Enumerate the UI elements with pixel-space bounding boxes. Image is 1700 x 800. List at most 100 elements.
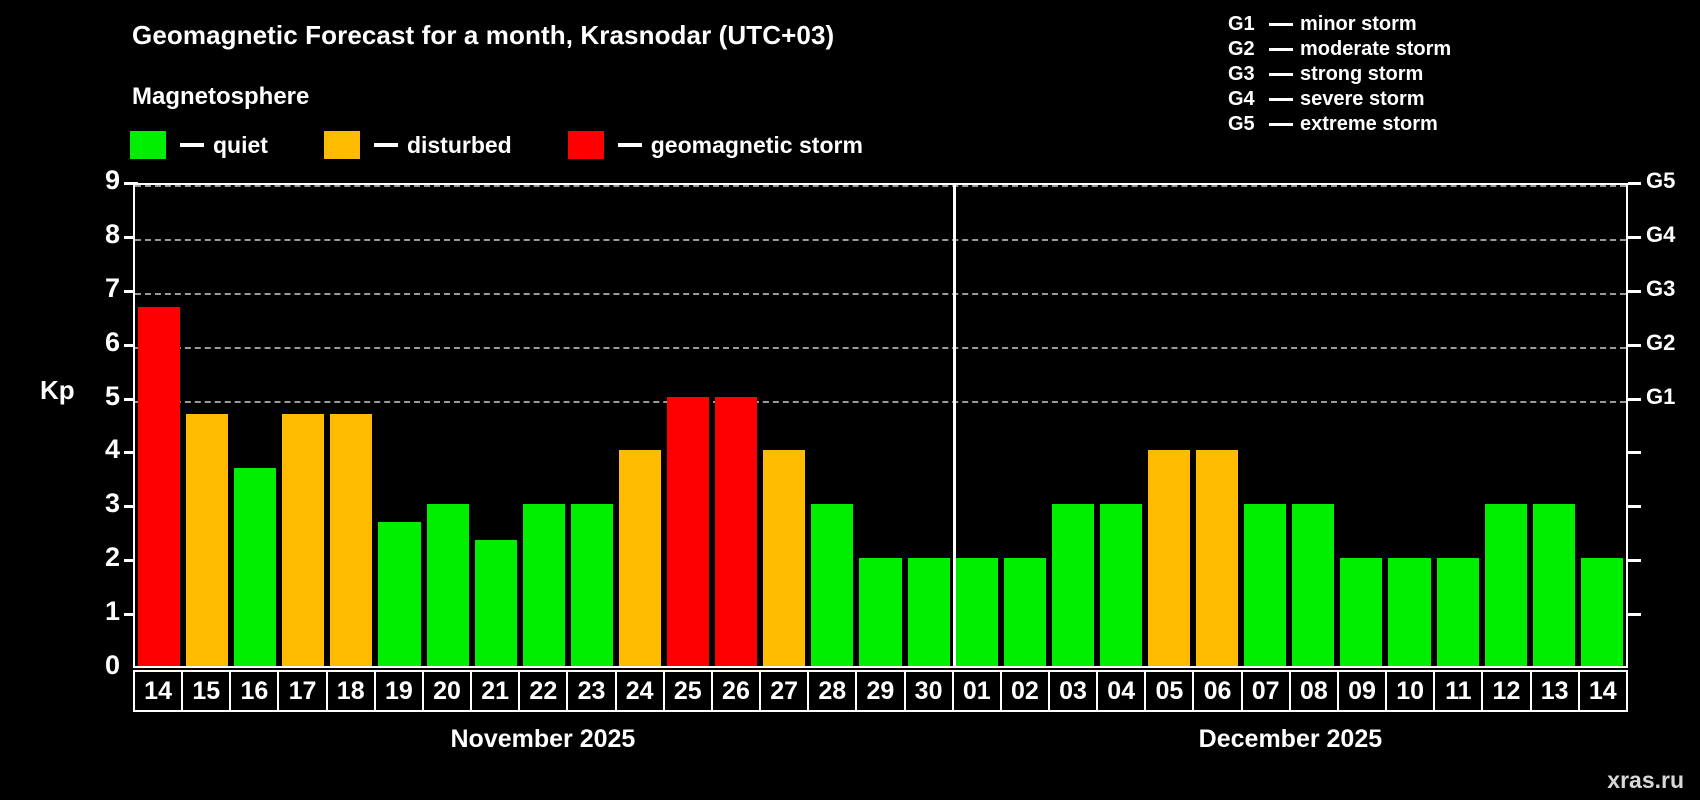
bar[interactable] (138, 306, 181, 666)
gridline-kp-5 (135, 400, 1626, 403)
bar-cell-29[interactable] (856, 185, 904, 666)
day-label-23[interactable]: 23 (566, 670, 617, 712)
day-label-06[interactable]: 06 (1192, 670, 1243, 712)
bar[interactable] (1580, 558, 1623, 666)
bar-cell-14[interactable] (135, 185, 183, 666)
bar[interactable] (1099, 504, 1142, 666)
bar[interactable] (618, 450, 662, 666)
bar-cell-21[interactable] (472, 185, 520, 666)
gridline-kp-9 (135, 185, 1626, 187)
day-label-03[interactable]: 03 (1047, 670, 1099, 712)
bar-cell-28[interactable] (808, 185, 856, 666)
bar-cell-16[interactable] (231, 185, 279, 666)
day-label-08[interactable]: 08 (1288, 670, 1339, 712)
day-label-11[interactable]: 11 (1433, 670, 1484, 712)
bar[interactable] (1340, 558, 1383, 666)
bar-cell-07[interactable] (1241, 185, 1289, 666)
bar-cell-26[interactable] (712, 185, 760, 666)
bar-cell-01[interactable] (953, 185, 1001, 666)
day-label-27[interactable]: 27 (759, 670, 810, 712)
bar-cell-09[interactable] (1337, 185, 1385, 666)
day-label-10[interactable]: 10 (1385, 670, 1436, 712)
bar[interactable] (330, 414, 373, 666)
bar[interactable] (1196, 450, 1239, 666)
day-label-21[interactable]: 21 (470, 670, 521, 712)
bar-cell-08[interactable] (1289, 185, 1337, 666)
day-label-09[interactable]: 09 (1336, 670, 1388, 712)
day-label-30[interactable]: 30 (903, 670, 954, 712)
day-label-19[interactable]: 19 (373, 670, 424, 712)
bar[interactable] (1436, 558, 1479, 666)
day-label-04[interactable]: 04 (1096, 670, 1147, 712)
bar[interactable] (1003, 558, 1046, 666)
bar-cell-10[interactable] (1385, 185, 1433, 666)
day-label-20[interactable]: 20 (421, 670, 473, 712)
g-scale-text: minor storm (1300, 13, 1417, 35)
bar[interactable] (859, 558, 902, 666)
bar-cell-27[interactable] (760, 185, 808, 666)
bar[interactable] (426, 504, 469, 666)
bar[interactable] (1244, 504, 1287, 666)
day-label-14[interactable]: 14 (1577, 670, 1628, 712)
bar[interactable] (282, 414, 325, 666)
bar-cell-11[interactable] (1434, 185, 1482, 666)
day-label-16[interactable]: 16 (229, 670, 280, 712)
day-label-26[interactable]: 26 (710, 670, 762, 712)
bar-cell-25[interactable] (664, 185, 712, 666)
bar[interactable] (186, 414, 229, 666)
bar-cell-17[interactable] (279, 185, 327, 666)
day-label-02[interactable]: 02 (999, 670, 1050, 712)
day-label-01[interactable]: 01 (951, 670, 1002, 712)
bar[interactable] (667, 396, 710, 666)
bar-cell-05[interactable] (1145, 185, 1193, 666)
y-axis-tick-7: 7 (104, 272, 120, 303)
bar[interactable] (811, 504, 854, 666)
bar[interactable] (1147, 450, 1191, 666)
bar[interactable] (955, 558, 998, 666)
day-label-07[interactable]: 07 (1240, 670, 1291, 712)
bar-cell-30[interactable] (905, 185, 953, 666)
bar-cell-18[interactable] (327, 185, 375, 666)
bar-cell-20[interactable] (424, 185, 472, 666)
bar[interactable] (1484, 504, 1527, 666)
day-label-13[interactable]: 13 (1529, 670, 1580, 712)
bar[interactable] (1051, 504, 1094, 666)
day-label-18[interactable]: 18 (325, 670, 376, 712)
bar-cell-14[interactable] (1578, 185, 1626, 666)
day-label-24[interactable]: 24 (614, 670, 665, 712)
bar[interactable] (1388, 558, 1431, 666)
bar[interactable] (1292, 504, 1335, 666)
day-label-28[interactable]: 28 (807, 670, 858, 712)
bar-cell-13[interactable] (1530, 185, 1578, 666)
bar-cell-04[interactable] (1097, 185, 1145, 666)
bar[interactable] (234, 468, 277, 666)
day-label-22[interactable]: 22 (518, 670, 569, 712)
bar-cell-06[interactable] (1193, 185, 1241, 666)
bar[interactable] (907, 558, 950, 666)
bar-cell-22[interactable] (520, 185, 568, 666)
bar-cell-02[interactable] (1001, 185, 1049, 666)
bar-cell-15[interactable] (183, 185, 231, 666)
bar[interactable] (570, 504, 613, 666)
day-label-17[interactable]: 17 (277, 670, 328, 712)
g-scale-code: G1 (1228, 13, 1255, 35)
bar[interactable] (522, 504, 565, 666)
g-scale-item-g2: G2 moderate storm (1228, 37, 1451, 62)
day-label-12[interactable]: 12 (1481, 670, 1532, 712)
bar-cell-24[interactable] (616, 185, 664, 666)
bar[interactable] (474, 540, 517, 666)
gridline-kp-6 (135, 346, 1626, 349)
bar[interactable] (378, 522, 421, 666)
day-label-29[interactable]: 29 (855, 670, 906, 712)
bar[interactable] (1532, 504, 1575, 666)
day-label-25[interactable]: 25 (662, 670, 713, 712)
day-label-05[interactable]: 05 (1144, 670, 1195, 712)
bar-cell-23[interactable] (568, 185, 616, 666)
bar-cell-03[interactable] (1049, 185, 1097, 666)
day-label-15[interactable]: 15 (181, 670, 232, 712)
bar-cell-12[interactable] (1482, 185, 1530, 666)
bar[interactable] (763, 450, 806, 666)
bar-cell-19[interactable] (375, 185, 423, 666)
bar[interactable] (715, 396, 758, 666)
day-label-14[interactable]: 14 (133, 670, 184, 712)
